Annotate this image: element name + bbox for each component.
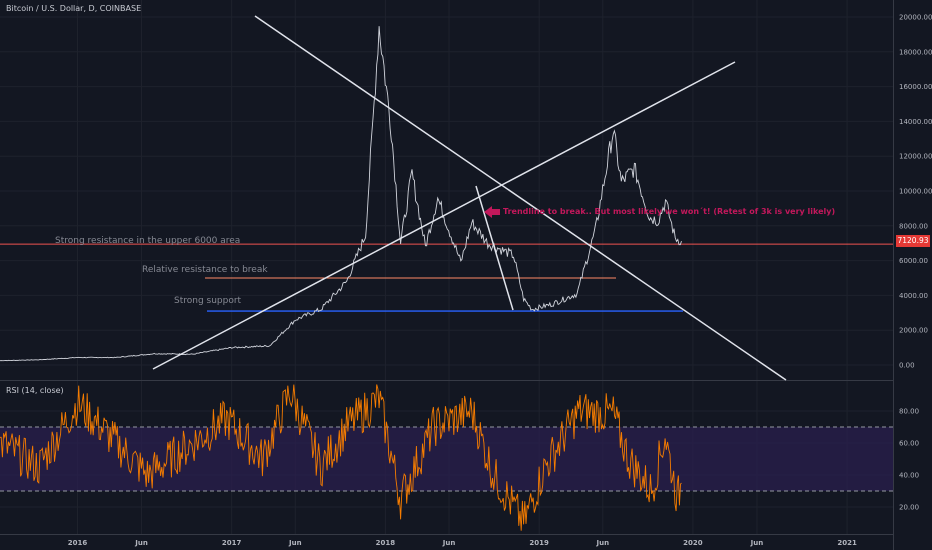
descending-trendline[interactable] xyxy=(254,15,787,381)
time-tick-label: Jun xyxy=(442,539,456,547)
rsi-tick-label: 40.00 xyxy=(899,472,919,480)
price-tick-label: 16000.00 xyxy=(899,83,932,91)
time-tick-label: 2019 xyxy=(529,539,549,547)
price-tick-label: 10000.00 xyxy=(899,188,932,196)
rsi-tick-label: 20.00 xyxy=(899,504,919,512)
last-price-tag: 7120.93 xyxy=(896,235,930,247)
time-tick-label: Jun xyxy=(288,539,302,547)
price-tick-label: 6000.00 xyxy=(899,257,928,265)
rsi-axis[interactable]: 20.00 40.00 60.00 80.00 xyxy=(899,408,919,512)
rsi-tick-label: 80.00 xyxy=(899,408,919,416)
annotation-resistance-upper[interactable]: Strong resistance in the upper 6000 area xyxy=(55,236,241,246)
time-axis[interactable]: 2016 Jun 2017 Jun 2018 Jun 2019 Jun 2020 Jun 2021 xyxy=(68,539,857,547)
time-tick-label: 2016 xyxy=(68,539,88,547)
steep-down-trendline[interactable] xyxy=(475,185,514,311)
time-tick-label: Jun xyxy=(134,539,148,547)
price-tick-label: 18000.00 xyxy=(899,48,932,56)
rsi-series-line xyxy=(0,384,682,531)
time-tick-label: Jun xyxy=(595,539,609,547)
time-tick-label: Jun xyxy=(750,539,764,547)
price-tick-label: 20000.00 xyxy=(899,14,932,22)
rsi-title: RSI (14, close) xyxy=(6,386,64,395)
price-tick-label: 0.00 xyxy=(899,362,915,370)
arrow-left-icon xyxy=(484,206,500,218)
time-tick-label: 2018 xyxy=(376,539,396,547)
time-tick-label: 2017 xyxy=(222,539,242,547)
rsi-overbought-oversold-band xyxy=(0,427,893,491)
time-tick-label: 2020 xyxy=(683,539,703,547)
price-tick-label: 8000.00 xyxy=(899,222,928,230)
annotation-resistance-relative[interactable]: Relative resistance to break xyxy=(142,265,268,275)
price-tick-label: 2000.00 xyxy=(899,327,928,335)
price-tick-label: 14000.00 xyxy=(899,118,932,126)
annotation-trendline-note[interactable]: Trendline to break.. But most likely we … xyxy=(503,207,836,216)
price-tick-label: 4000.00 xyxy=(899,292,928,300)
price-tick-label: 12000.00 xyxy=(899,153,932,161)
price-series-line xyxy=(0,26,682,362)
chart-title: Bitcoin / U.S. Dollar, D, COINBASE xyxy=(6,4,142,13)
ascending-trendline[interactable] xyxy=(152,61,736,370)
annotation-support[interactable]: Strong support xyxy=(174,296,242,306)
price-axis[interactable]: 0.00 2000.00 4000.00 6000.00 8000.00 10000.00… xyxy=(899,14,932,370)
rsi-tick-label: 60.00 xyxy=(899,440,919,448)
time-tick-label: 2021 xyxy=(837,539,857,547)
